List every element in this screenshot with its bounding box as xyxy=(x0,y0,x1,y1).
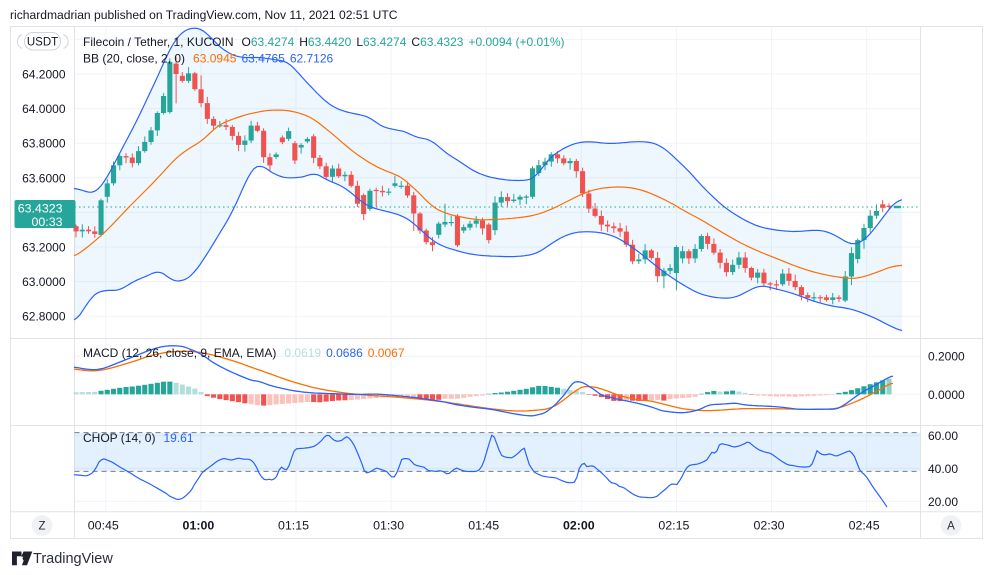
svg-text:01:15: 01:15 xyxy=(278,519,309,533)
svg-text:02:15: 02:15 xyxy=(658,519,689,533)
svg-text:63.6000: 63.6000 xyxy=(22,171,66,185)
svg-text:64.0000: 64.0000 xyxy=(22,102,66,116)
svg-text:0.0000: 0.0000 xyxy=(928,388,965,402)
svg-text:0.2000: 0.2000 xyxy=(928,350,965,364)
svg-text:A: A xyxy=(947,521,955,533)
svg-text:02:45: 02:45 xyxy=(849,519,880,533)
svg-text:00:33: 00:33 xyxy=(31,215,62,229)
svg-text:00:45: 00:45 xyxy=(88,519,119,533)
svg-text:63.2000: 63.2000 xyxy=(22,241,66,255)
svg-text:63.0000: 63.0000 xyxy=(22,275,66,289)
svg-text:64.2000: 64.2000 xyxy=(22,68,66,82)
svg-text:richardmadrian published on Tr: richardmadrian published on TradingView.… xyxy=(10,8,398,22)
svg-text:01:00: 01:00 xyxy=(183,519,215,533)
svg-text:63.4323: 63.4323 xyxy=(18,202,63,216)
svg-text:CHOP (14, 0)19.61: CHOP (14, 0) 19.61 xyxy=(83,431,194,445)
svg-text:20.00: 20.00 xyxy=(928,495,958,509)
svg-text:02:30: 02:30 xyxy=(753,519,784,533)
svg-text:63.8000: 63.8000 xyxy=(22,137,66,151)
svg-text:40.00: 40.00 xyxy=(928,462,958,476)
svg-text:USDT: USDT xyxy=(27,37,58,49)
svg-text:60.00: 60.00 xyxy=(928,429,958,443)
svg-text:01:45: 01:45 xyxy=(468,519,499,533)
svg-text:02:00: 02:00 xyxy=(563,519,595,533)
svg-text:TradingView: TradingView xyxy=(33,551,113,567)
svg-text:MACD (12, 26, close, 9, EMA, E: MACD (12, 26, close, 9, EMA, EMA) 0.0619 0… xyxy=(83,346,405,360)
svg-text:Z: Z xyxy=(38,521,45,533)
svg-text:62.8000: 62.8000 xyxy=(22,310,66,324)
svg-text:01:30: 01:30 xyxy=(373,519,404,533)
